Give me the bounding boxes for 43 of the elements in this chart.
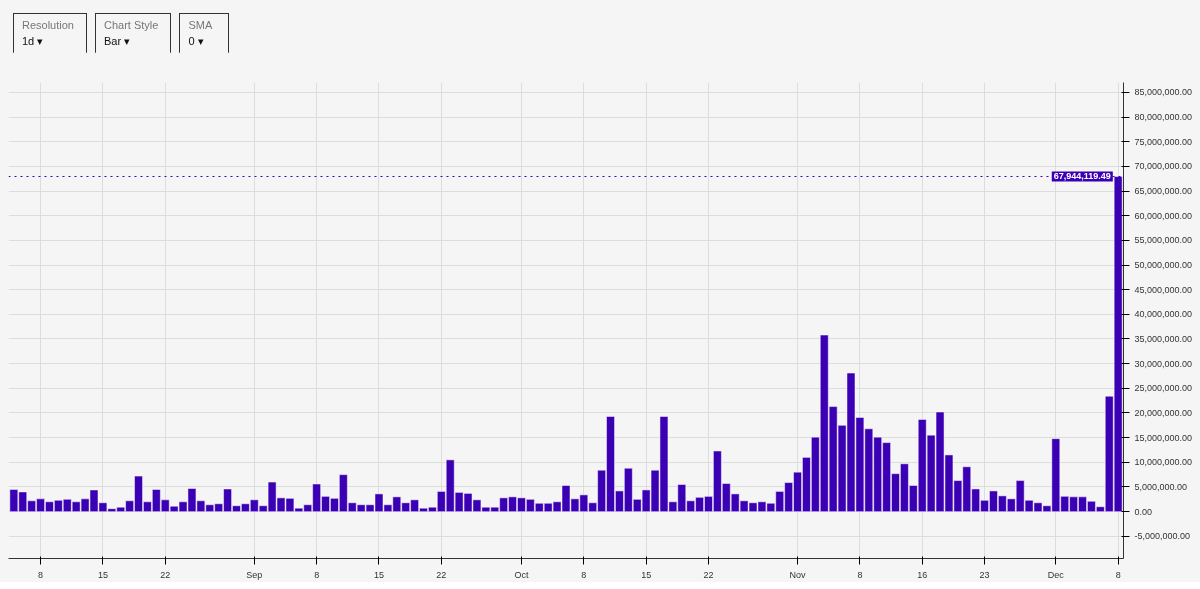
x-tick-label: 15 [97, 569, 108, 580]
text: 0 ▾ [188, 33, 205, 49]
y-tick-label: 45,000,000.00 [1134, 284, 1193, 295]
y-tick-label: 25,000,000.00 [1134, 383, 1193, 394]
x-tick-label: Dec [1047, 569, 1065, 580]
x-tick-label: 22 [703, 569, 714, 580]
x-tick-label: 15 [373, 569, 384, 580]
x-tick-label: 8 [38, 569, 44, 580]
y-tick-label: 20,000,000.00 [1134, 407, 1193, 418]
x-tick-label: 8 [581, 569, 587, 580]
y-tick-label: 50,000,000.00 [1134, 260, 1193, 271]
y-tick-label: 10,000,000.00 [1134, 457, 1193, 468]
x-tick-label: Oct [514, 569, 529, 580]
x-tick-label: 23 [979, 569, 990, 580]
x-tick-label: 15 [641, 569, 652, 580]
x-tick-label: Sep [246, 569, 263, 580]
y-tick-label: 75,000,000.00 [1134, 136, 1193, 147]
x-tick-label: 8 [857, 569, 863, 580]
y-tick-label: 15,000,000.00 [1134, 432, 1193, 443]
text: Resolution [22, 18, 74, 33]
ref-line-label: 67,944,119.49 [1053, 171, 1111, 182]
x-tick-label: 22 [436, 569, 447, 580]
y-tick-label: 60,000,000.00 [1134, 210, 1193, 221]
x-tick-label: Nov [789, 569, 807, 580]
y-tick-label: 65,000,000.00 [1134, 186, 1193, 197]
x-tick-label: 16 [917, 569, 928, 580]
y-tick-label: -5,000,000.00 [1134, 531, 1191, 542]
y-tick-label: 85,000,000.00 [1134, 87, 1193, 98]
x-tick-label: 22 [160, 569, 171, 580]
text: Chart Style [103, 18, 159, 33]
y-tick-label: 70,000,000.00 [1134, 161, 1193, 172]
y-tick-label: 5,000,000.00 [1134, 481, 1188, 492]
y-tick-label: 30,000,000.00 [1134, 358, 1193, 369]
y-tick-label: 0.00 [1134, 506, 1153, 517]
y-tick-label: 80,000,000.00 [1134, 112, 1193, 123]
text: 1d ▾ [22, 33, 45, 49]
y-tick-label: 35,000,000.00 [1134, 334, 1193, 344]
x-tick-label: 8 [1115, 569, 1121, 580]
y-tick-label: 55,000,000.00 [1134, 235, 1193, 246]
text: Bar ▾ [103, 33, 132, 49]
x-tick-label: 8 [314, 569, 320, 580]
y-tick-label: 40,000,000.00 [1134, 309, 1193, 320]
text: SMA [188, 18, 214, 33]
